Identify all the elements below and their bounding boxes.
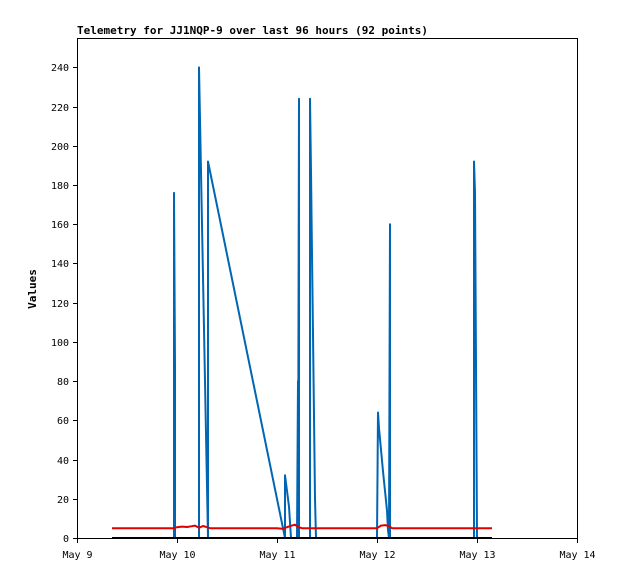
x-tick-label: May 10 <box>159 550 195 561</box>
y-tick-label: 20 <box>57 495 69 506</box>
y-axis: 0 20 40 60 80 100 120 140 160 180 200 220 240 <box>51 63 77 545</box>
y-tick-label: 240 <box>51 63 69 74</box>
x-tick-label: May 12 <box>359 550 395 561</box>
y-tick-label: 60 <box>57 416 69 427</box>
y-tick-label: 220 <box>51 103 69 114</box>
y-tick-label: 40 <box>57 456 69 467</box>
x-tick-label: May 14 <box>559 550 595 561</box>
x-tick-label: May 13 <box>459 550 495 561</box>
y-axis-label: Values <box>26 269 39 309</box>
y-tick-label: 180 <box>51 181 69 192</box>
series-line-3 <box>112 523 492 530</box>
y-tick-label: 0 <box>63 534 69 545</box>
chart-title: Telemetry for JJ1NQP-9 over last 96 hour… <box>77 24 428 37</box>
series-layer <box>112 66 492 539</box>
x-tick-label: May 9 <box>62 550 92 561</box>
y-tick-label: 160 <box>51 220 69 231</box>
y-tick-label: 80 <box>57 377 69 388</box>
y-tick-label: 200 <box>51 142 69 153</box>
y-tick-label: 100 <box>51 338 69 349</box>
y-tick-label: 140 <box>51 259 69 270</box>
series-line-1 <box>173 66 478 539</box>
x-tick-label: May 11 <box>259 550 295 561</box>
y-tick-label: 120 <box>51 299 69 310</box>
